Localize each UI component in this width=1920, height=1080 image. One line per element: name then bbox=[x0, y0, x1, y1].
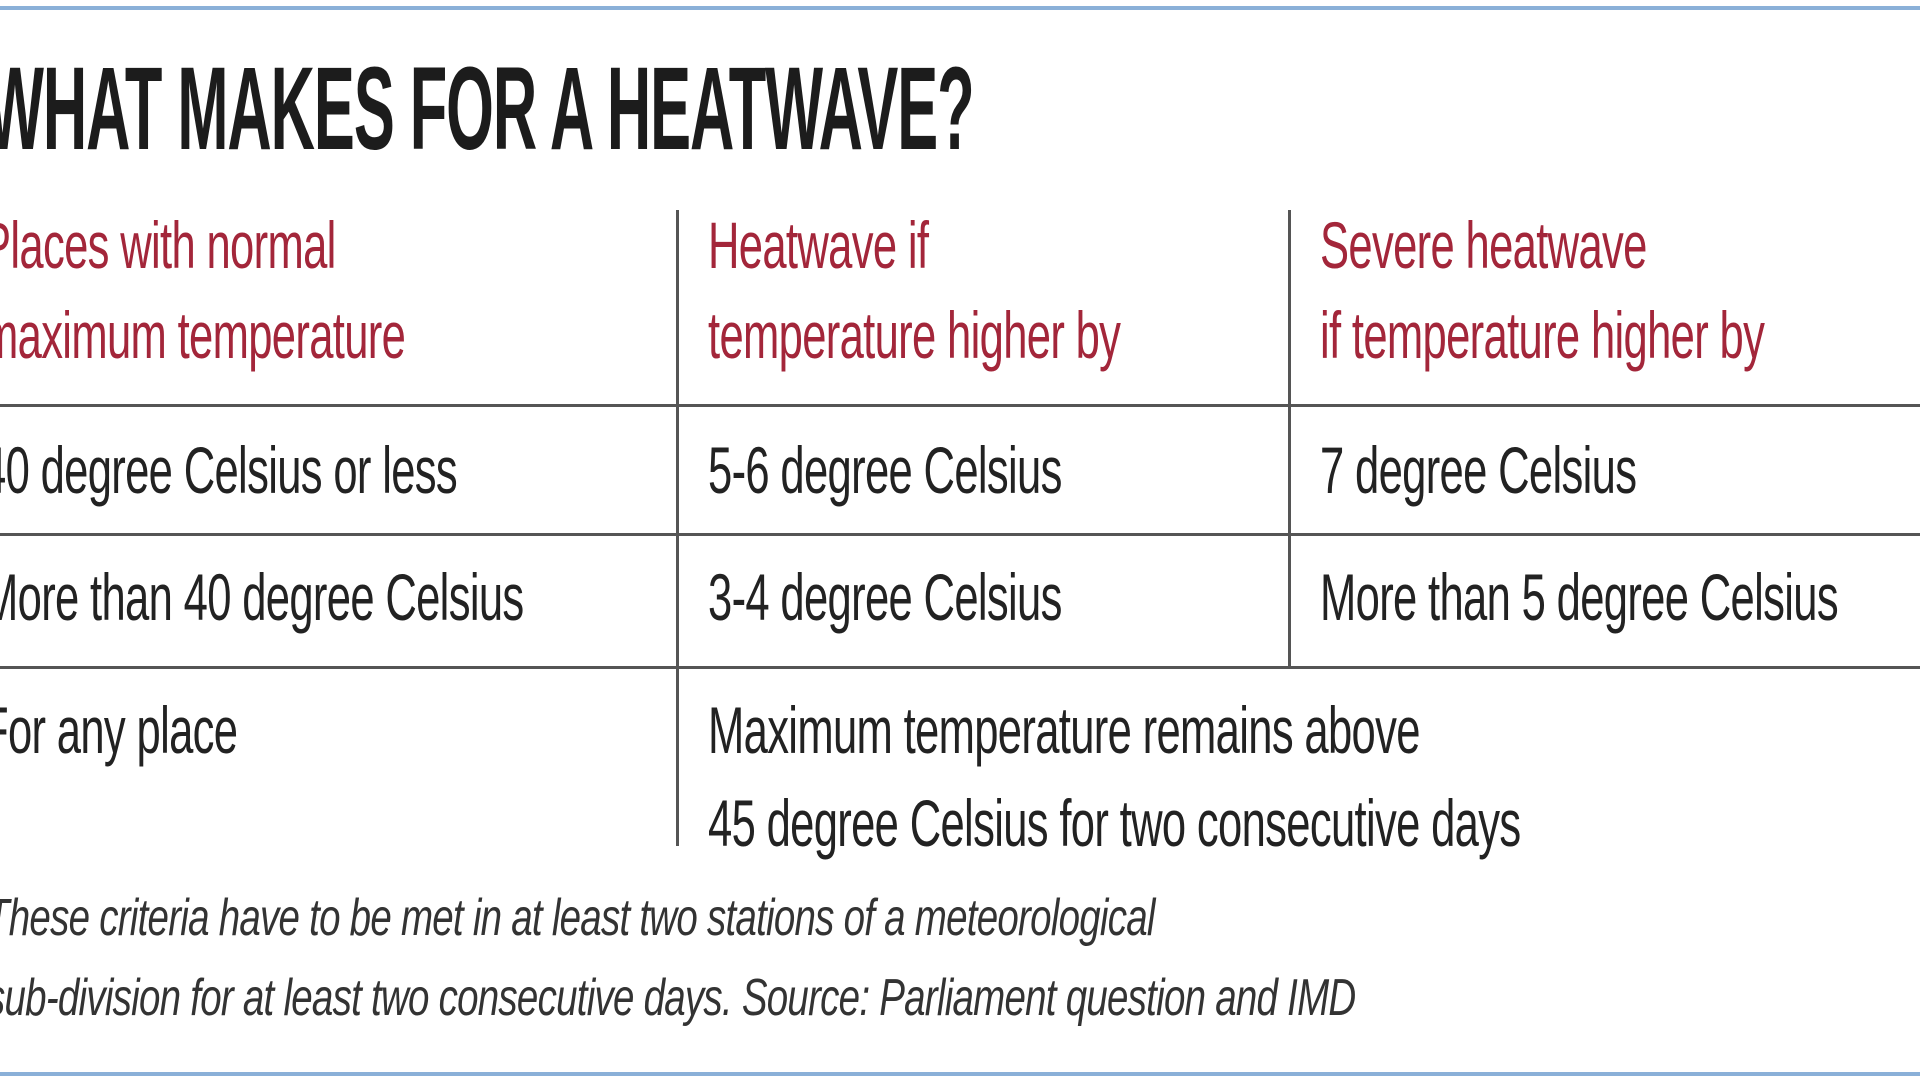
header-cell: if temperature higher by bbox=[1320, 298, 1765, 372]
table-cell: For any place bbox=[0, 693, 238, 767]
row-divider bbox=[0, 666, 1920, 669]
top-border bbox=[0, 6, 1920, 10]
table-cell: Maximum temperature remains above bbox=[708, 693, 1420, 767]
header-cell: maximum temperature bbox=[0, 298, 406, 372]
footnote: These criteria have to be met in at leas… bbox=[0, 889, 1155, 947]
table-cell: More than 40 degree Celsius bbox=[0, 560, 524, 634]
table-cell: 3-4 degree Celsius bbox=[708, 560, 1062, 634]
bottom-border bbox=[0, 1072, 1920, 1076]
table-cell: 45 degree Celsius for two consecutive da… bbox=[708, 786, 1521, 860]
footnote: sub-division for at least two consecutiv… bbox=[0, 969, 1356, 1027]
column-divider bbox=[676, 210, 679, 846]
row-divider bbox=[0, 404, 1920, 407]
table-cell: 5-6 degree Celsius bbox=[708, 433, 1062, 507]
header-cell: Heatwave if bbox=[708, 208, 929, 282]
column-divider bbox=[1288, 210, 1291, 667]
table-cell: 40 degree Celsius or less bbox=[0, 433, 458, 507]
table-cell: More than 5 degree Celsius bbox=[1320, 560, 1839, 634]
row-divider bbox=[0, 533, 1920, 536]
title: WHAT MAKES FOR A HEATWAVE? bbox=[0, 43, 975, 175]
header-cell: Severe heatwave bbox=[1320, 208, 1647, 282]
table-cell: 7 degree Celsius bbox=[1320, 433, 1637, 507]
header-cell: Places with normal bbox=[0, 208, 336, 282]
header-cell: temperature higher by bbox=[708, 298, 1121, 372]
